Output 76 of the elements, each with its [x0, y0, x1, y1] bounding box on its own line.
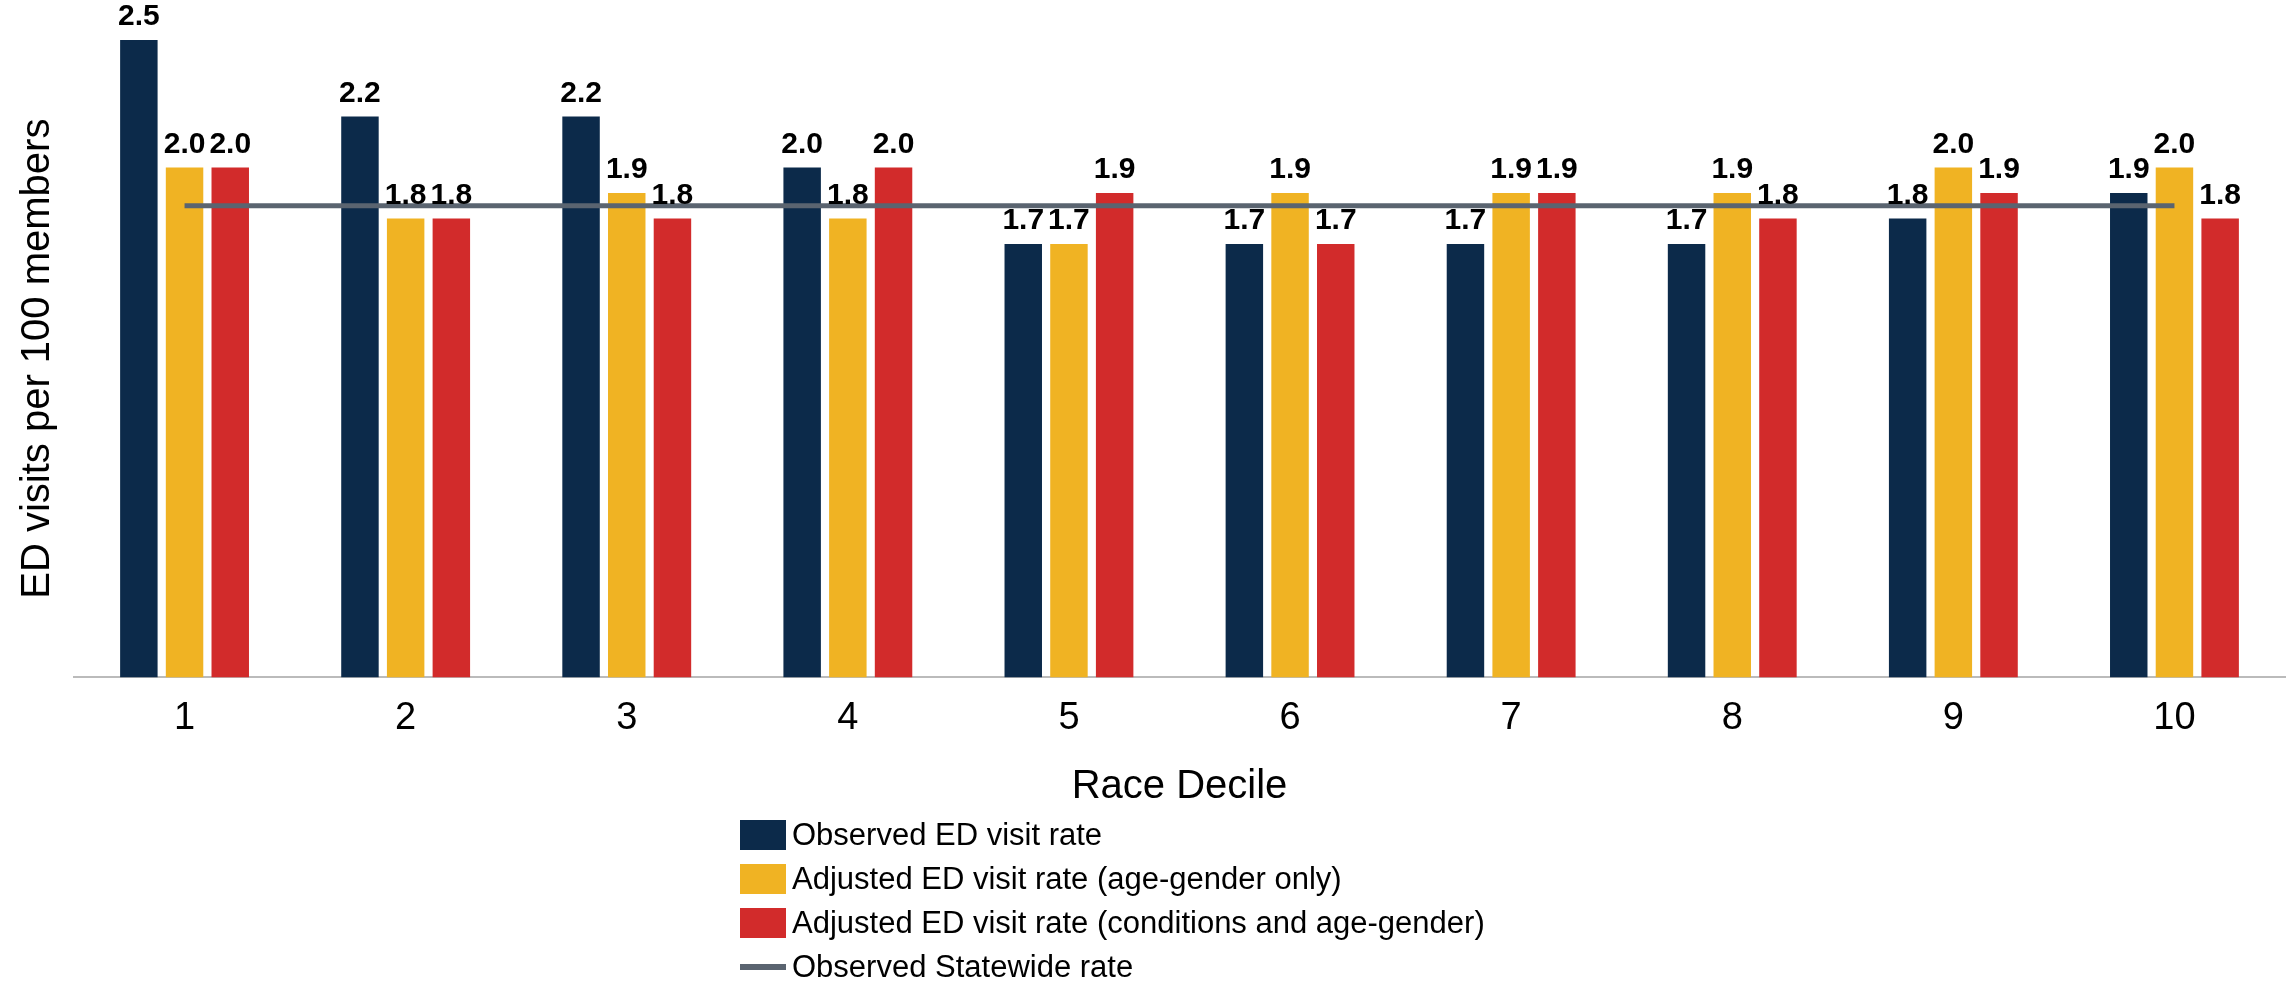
- bar: [120, 40, 158, 678]
- data-label: 1.8: [1757, 176, 1799, 210]
- data-label: 1.8: [826, 176, 869, 210]
- data-label: 1.7: [1314, 202, 1357, 236]
- bar: [1317, 243, 1355, 678]
- bar: [2155, 167, 2194, 678]
- bar: [1225, 243, 1264, 678]
- bar: [1713, 192, 1751, 678]
- x-tick-label: 2: [395, 694, 417, 737]
- data-label: 1.9: [1978, 151, 2020, 185]
- x-tick-label: 9: [1942, 694, 1964, 737]
- bar: [1446, 243, 1485, 678]
- x-tick-label: 5: [1058, 694, 1080, 737]
- x-tick-label: 8: [1721, 694, 1743, 737]
- data-label: 1.7: [1002, 202, 1045, 236]
- data-label: 1.7: [1444, 202, 1487, 236]
- data-label: 1.9: [2107, 151, 2150, 185]
- legend-label: Adjusted ED visit rate (conditions and age-gender): [792, 905, 1485, 941]
- data-label: 1.8: [384, 176, 427, 210]
- bar: [829, 218, 867, 678]
- data-label: 2.5: [118, 0, 160, 32]
- bar: [1934, 167, 1973, 678]
- x-tick-label: 7: [1500, 694, 1522, 737]
- data-label: 1.9: [1711, 151, 1754, 185]
- x-tick-label: 3: [616, 694, 638, 737]
- data-label: 1.8: [1886, 176, 1929, 210]
- data-label: 2.0: [872, 125, 915, 159]
- bar: [432, 218, 471, 678]
- bar: [341, 116, 379, 678]
- bar: [1492, 192, 1530, 678]
- data-label: 1.7: [1223, 202, 1266, 236]
- data-label: 2.0: [163, 125, 206, 159]
- x-tick-label: 4: [837, 694, 859, 737]
- data-label: 2.0: [209, 125, 252, 159]
- bar: [608, 192, 646, 678]
- data-label: 2.0: [2153, 125, 2196, 159]
- data-label: 2.2: [560, 74, 602, 108]
- bar: [2110, 192, 2148, 678]
- bar: [1004, 243, 1042, 678]
- bar: [783, 167, 821, 678]
- bar: [2201, 218, 2239, 678]
- data-label: 2.2: [339, 74, 381, 108]
- legend-label: Adjusted ED visit rate (age-gender only): [792, 861, 1342, 897]
- legend-label: Observed ED visit rate: [792, 817, 1103, 853]
- bar: [1759, 218, 1797, 678]
- bar: [1667, 243, 1706, 678]
- data-label: 1.7: [1048, 202, 1090, 236]
- bar: [1271, 192, 1309, 678]
- data-label: 1.9: [1269, 151, 1311, 185]
- legend-label: Observed Statewide rate: [792, 949, 1134, 985]
- data-label: 1.9: [1535, 151, 1578, 185]
- data-label: 1.9: [605, 151, 648, 185]
- bar: [653, 218, 692, 678]
- x-tick-label: 6: [1279, 694, 1301, 737]
- bar: [386, 218, 425, 678]
- data-label: 2.0: [781, 125, 824, 159]
- data-label: 1.7: [1665, 202, 1708, 236]
- data-label: 1.8: [430, 176, 473, 210]
- bar: [562, 116, 600, 678]
- bar: [874, 167, 913, 678]
- bar: [1538, 192, 1576, 678]
- x-axis-title: Race Decile: [1071, 762, 1288, 807]
- bar: [165, 167, 204, 678]
- data-label: 1.9: [1490, 151, 1533, 185]
- bar: [1980, 192, 2018, 678]
- x-tick-label: 1: [173, 694, 196, 737]
- data-label: 1.8: [2199, 176, 2241, 210]
- y-axis-title: ED visits per 100 members: [13, 118, 58, 599]
- data-label: 1.8: [651, 176, 694, 210]
- x-tick-label: 10: [2153, 694, 2196, 737]
- bar: [1888, 218, 1927, 678]
- data-label: 1.9: [1093, 151, 1136, 185]
- bar: [211, 167, 249, 678]
- bar: [1050, 243, 1088, 678]
- data-label: 2.0: [1932, 125, 1975, 159]
- bar: [1095, 192, 1134, 678]
